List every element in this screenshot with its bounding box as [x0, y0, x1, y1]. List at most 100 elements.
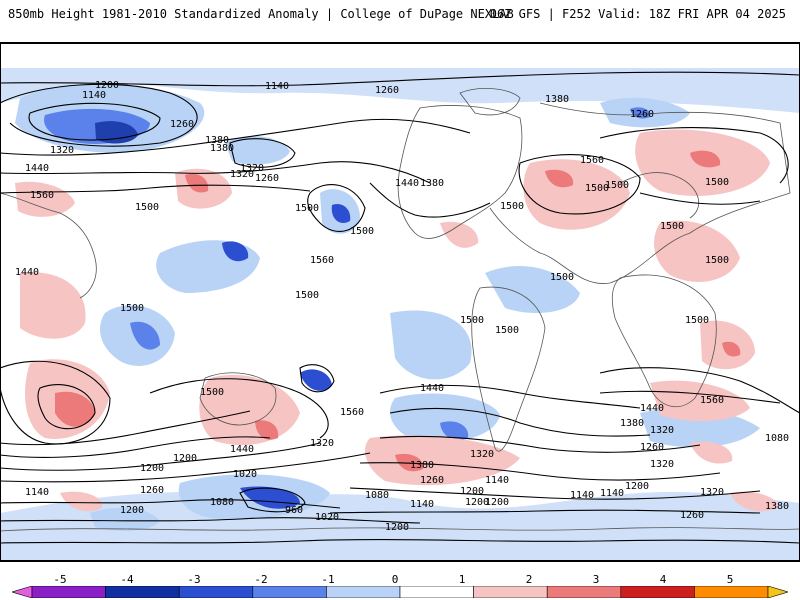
contour-label: 1200: [173, 453, 197, 464]
chart-header: 850mb Height 1981-2010 Standardized Anom…: [0, 0, 800, 30]
contour-label: 1020: [233, 469, 257, 480]
colorbar-segment: [105, 586, 180, 598]
contour-line: [369, 182, 491, 218]
contour-line: [0, 360, 111, 445]
contour-label: 1380: [545, 94, 569, 105]
anomaly-region-neg1-top: [0, 68, 800, 113]
contour-label: 1380: [410, 460, 434, 471]
contour-line: [0, 499, 341, 509]
contour-label: 1320: [700, 487, 724, 498]
anomaly-neg-16: [630, 107, 651, 119]
anomaly-pos-18: [650, 380, 750, 422]
contour-label: 1260: [170, 119, 194, 130]
colorbar-tick-label: -3: [187, 573, 201, 586]
contour-label: 1200: [385, 522, 409, 533]
contour-label: 1500: [660, 221, 684, 232]
anomaly-pos-9: [365, 435, 520, 486]
colorbar-tick-label: 2: [525, 573, 533, 586]
contour-label: 1380: [765, 501, 789, 512]
anomaly-pos-7: [199, 374, 300, 446]
contour-label: 1260: [140, 485, 164, 496]
contour-label: 1260: [640, 442, 664, 453]
anomaly-colorbar: [12, 586, 788, 598]
anomaly-neg-3: [95, 121, 138, 144]
contour-label: 1260: [420, 475, 444, 486]
contour-line: [599, 367, 800, 414]
contour-label: 1260: [375, 85, 399, 96]
model-run-info: 06Z GFS | F252 Valid: 18Z FRI APR 04 202…: [489, 7, 786, 21]
contour-line: [229, 138, 296, 168]
contour-line: [299, 364, 335, 393]
contour-line: [639, 192, 761, 205]
contour-label: 1500: [495, 325, 519, 336]
anomaly-neg-14: [440, 421, 469, 440]
contour-line: [0, 517, 421, 524]
contour-label: 1320: [230, 169, 254, 180]
colorbar-tick-label: -2: [254, 573, 268, 586]
contour-label: 1200: [95, 80, 119, 91]
contour-label: 1500: [685, 315, 709, 326]
contour-label: 1200: [485, 497, 509, 508]
contour-line: [0, 71, 800, 87]
anomaly-neg-20: [300, 369, 332, 391]
contour-label: 1320: [470, 449, 494, 460]
contour-label: 1500: [500, 201, 524, 212]
contour-label: 1260: [630, 109, 654, 120]
contour-label: 1500: [705, 255, 729, 266]
contour-label: 1140: [410, 499, 434, 510]
contour-label: 1140: [25, 487, 49, 498]
anomaly-neg-11: [390, 310, 472, 380]
contour-line: [599, 126, 789, 184]
contour-label: 960: [285, 505, 303, 516]
height-contours: [0, 71, 800, 544]
colorbar-tick-label: 0: [391, 573, 399, 586]
anomaly-pos-2: [185, 173, 209, 193]
contour-label: 1500: [135, 202, 159, 213]
contour-label: 1500: [550, 272, 574, 283]
contour-label: 1320: [50, 145, 74, 156]
contour-line: [28, 102, 161, 141]
contour-line: [329, 509, 761, 514]
contour-line: [349, 487, 761, 500]
contour-line: [149, 378, 329, 439]
contour-label: 1440: [15, 267, 39, 278]
anomaly-neg-10: [130, 321, 160, 350]
coast-north-america: [397, 105, 523, 239]
contour-label: 1500: [200, 387, 224, 398]
contour-label: 1500: [350, 226, 374, 237]
contour-line: [599, 390, 781, 404]
contour-label: 1260: [680, 510, 704, 521]
contour-label: 1140: [265, 81, 289, 92]
anomaly-pos-8: [255, 420, 279, 440]
contour-line: [0, 539, 800, 544]
anomaly-neg-4: [225, 136, 290, 165]
colorbar-segment: [473, 586, 548, 598]
contour-line: [0, 184, 311, 194]
anomaly-pos-6: [55, 391, 95, 427]
contour-label: 1380: [205, 135, 229, 146]
coast-greenland: [459, 88, 521, 116]
colorbar-segment: [252, 586, 327, 598]
anomaly-pos-11: [523, 159, 630, 230]
contour-label: 1260: [255, 173, 279, 184]
contour-line: [0, 436, 271, 458]
contour-label: 1500: [460, 315, 484, 326]
colorbar-tick-label: -1: [321, 573, 335, 586]
contour-line: [0, 410, 251, 446]
colorbar-tick-label: 5: [726, 573, 734, 586]
anomaly-pos-4: [20, 272, 86, 339]
contour-label: 1500: [585, 183, 609, 194]
anomaly-pos-12: [545, 169, 574, 188]
contour-label: 1200: [120, 505, 144, 516]
contour-line: [307, 184, 366, 232]
contour-label: 1080: [210, 497, 234, 508]
contour-label: 1560: [30, 190, 54, 201]
contour-label: 1320: [240, 163, 264, 174]
contour-label: 1140: [600, 488, 624, 499]
contour-label: 1380: [210, 143, 234, 154]
contour-label: 1200: [140, 463, 164, 474]
colorbar-tick-label: 4: [659, 573, 667, 586]
colorbar-segment: [31, 586, 106, 598]
contour-line: [518, 154, 641, 215]
contour-label: 1560: [700, 395, 724, 406]
